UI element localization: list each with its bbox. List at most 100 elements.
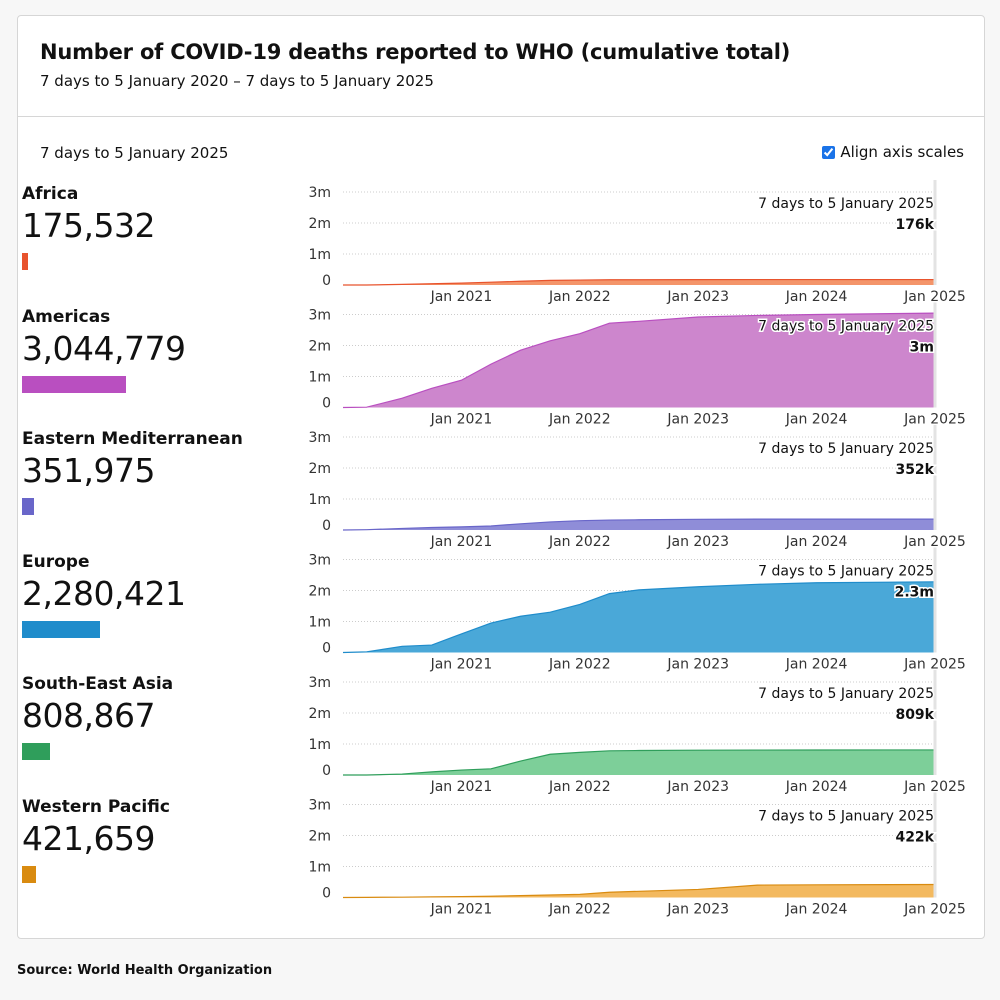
- align-axis-toggle[interactable]: Align axis scales: [822, 143, 964, 161]
- x-tick-label: Jan 2025: [903, 902, 966, 918]
- region-total: 421,659: [22, 818, 155, 858]
- annotation-value: 809k: [895, 707, 934, 723]
- y-tick-label: 2m: [308, 584, 331, 600]
- x-tick-label: Jan 2023: [666, 657, 729, 673]
- y-tick-label: 3m: [308, 430, 331, 446]
- annotation-value: 422k: [895, 830, 934, 846]
- chart-subtitle: 7 days to 5 January 2020 – 7 days to 5 J…: [40, 72, 434, 90]
- x-tick-label: Jan 2022: [548, 412, 611, 428]
- area-fill: [343, 581, 935, 653]
- region-name: Americas: [22, 306, 111, 327]
- y-tick-label: 1m: [308, 492, 331, 508]
- annotation-date: 7 days to 5 January 2025: [758, 196, 934, 212]
- x-tick-label: Jan 2025: [903, 289, 966, 305]
- y-tick-label: 3m: [308, 308, 331, 324]
- series-line: [342, 312, 936, 409]
- x-tick-label: Jan 2021: [430, 657, 493, 673]
- region-americas: Americas 3,044,779: [22, 306, 186, 393]
- region-swatch: [22, 865, 37, 883]
- x-tick-label: Jan 2023: [666, 289, 729, 305]
- region-swatch: [22, 743, 50, 760]
- annotation-date: 7 days to 5 January 2025: [758, 564, 934, 580]
- region-total: 3,044,779: [22, 328, 186, 368]
- region-total: 351,975: [22, 451, 155, 490]
- panel-south-east-asia: 0 1m 2m 3m Jan 2021 Jan 2022 Jan 2023 Jan 2024 J…: [308, 670, 966, 795]
- period-label: 7 days to 5 January 2025: [40, 144, 229, 162]
- region-name: Eastern Mediterranean: [22, 429, 243, 449]
- x-tick-label: Jan 2023: [666, 779, 729, 795]
- panel-western-pacific: 0 1m 2m 3m Jan 2021 Jan 2022 Jan 2023 Jan 2024 J…: [308, 792, 966, 918]
- region-swatch: [22, 620, 100, 638]
- source-note: Source: World Health Organization: [17, 963, 273, 978]
- panel-africa: 0 1m 2m 3m Jan 2021 Jan 2022 Jan 2023 Jan 2024 J…: [308, 180, 966, 305]
- x-tick-label: Jan 2022: [548, 779, 611, 795]
- x-tick-label: Jan 2024: [785, 534, 848, 550]
- y-tick-label: 0: [322, 886, 331, 902]
- region-name: Africa: [22, 184, 79, 204]
- y-tick-label: 2m: [308, 706, 331, 722]
- x-tick-label: Jan 2025: [903, 657, 966, 673]
- x-tick-label: Jan 2024: [785, 779, 848, 795]
- y-tick-label: 3m: [308, 553, 331, 569]
- y-tick-label: 3m: [308, 675, 331, 691]
- chart-title: Number of COVID-19 deaths reported to WH…: [40, 40, 791, 64]
- area-fill: [343, 749, 935, 775]
- align-axis-label: Align axis scales: [840, 143, 964, 161]
- region-swatch: [22, 253, 28, 270]
- region-swatch: [22, 498, 34, 515]
- area-fill: [343, 884, 935, 898]
- y-tick-label: 0: [322, 273, 331, 289]
- y-tick-label: 0: [322, 396, 331, 412]
- region-name: South-East Asia: [22, 674, 174, 694]
- y-tick-label: 2m: [308, 829, 331, 845]
- divider: [18, 116, 984, 117]
- x-tick-label: Jan 2022: [548, 534, 611, 550]
- x-tick-label: Jan 2024: [785, 902, 848, 918]
- chart-card: Number of COVID-19 deaths reported to WH…: [17, 15, 985, 939]
- align-axis-checkbox[interactable]: [822, 145, 836, 159]
- x-tick-label: Jan 2022: [548, 902, 611, 918]
- region-name: Western Pacific: [22, 796, 170, 817]
- x-tick-label: Jan 2025: [903, 534, 966, 550]
- x-tick-label: Jan 2023: [666, 902, 729, 918]
- panel-americas: 0 1m 2m 3m Jan 2021 Jan 2022 Jan 2023 Jan 2024 J…: [308, 302, 966, 428]
- region-south-east-asia: South-East Asia 808,867: [22, 674, 173, 760]
- annotation-value: 3m: [910, 340, 934, 356]
- x-tick-label: Jan 2021: [430, 412, 493, 428]
- y-tick-label: 1m: [308, 860, 331, 876]
- y-tick-label: 1m: [308, 247, 331, 263]
- x-tick-label: Jan 2025: [903, 412, 966, 428]
- annotation-value: 352k: [895, 462, 934, 478]
- y-tick-label: 0: [322, 641, 331, 657]
- annotation-date: 7 days to 5 January 2025: [758, 686, 934, 702]
- region-total: 175,532: [22, 206, 155, 245]
- area-fill: [343, 313, 935, 408]
- x-tick-label: Jan 2022: [548, 657, 611, 673]
- y-tick-label: 1m: [308, 615, 331, 631]
- area-fill: [343, 519, 935, 530]
- region-europe: Europe 2,280,421: [22, 551, 186, 638]
- region-eastern-mediterranean: Eastern Mediterranean 351,975: [22, 429, 243, 515]
- region-africa: Africa 175,532: [22, 184, 155, 270]
- annotation-date: 7 days to 5 January 2025: [758, 319, 934, 335]
- y-tick-label: 2m: [308, 339, 331, 355]
- panel-eastern-mediterranean: 0 1m 2m 3m Jan 2021 Jan 2022 Jan 2023 Jan 2024 J…: [308, 425, 966, 550]
- annotation-date: 7 days to 5 January 2025: [758, 441, 934, 457]
- series-line: [343, 749, 936, 776]
- area-charts: 0 1m 2m 3m Jan 2021 Jan 2022 Jan 2023 Jan 2024 J…: [308, 180, 966, 918]
- x-tick-label: Jan 2022: [548, 289, 611, 305]
- region-total: 2,280,421: [22, 573, 186, 613]
- x-tick-label: Jan 2021: [430, 779, 493, 795]
- y-tick-label: 3m: [308, 185, 331, 201]
- y-tick-label: 0: [322, 518, 331, 534]
- y-tick-label: 2m: [308, 216, 331, 232]
- y-tick-label: 2m: [308, 461, 331, 477]
- y-tick-label: 0: [322, 763, 331, 779]
- region-western-pacific: Western Pacific 421,659: [22, 797, 170, 883]
- x-tick-label: Jan 2024: [785, 289, 848, 305]
- x-tick-label: Jan 2025: [903, 779, 966, 795]
- x-tick-label: Jan 2021: [430, 902, 493, 918]
- x-tick-label: Jan 2024: [785, 412, 848, 428]
- region-total: 808,867: [22, 696, 155, 735]
- region-name: Europe: [22, 551, 90, 572]
